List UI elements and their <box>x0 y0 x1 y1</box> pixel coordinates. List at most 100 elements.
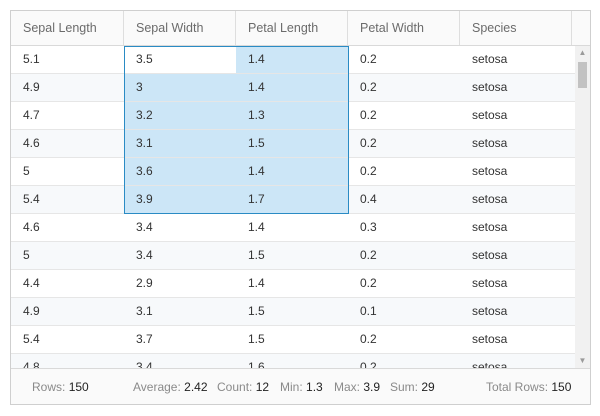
footer-max: Max: 3.9 <box>334 369 381 404</box>
footer-count: Count: 12 <box>217 369 269 404</box>
cell-sepal-length[interactable]: 5.4 <box>23 192 40 206</box>
total-rows-label: Total Rows: <box>486 380 549 394</box>
table-row[interactable]: 4.6 3.4 1.4 0.3 setosa <box>11 214 575 242</box>
cell-species[interactable]: setosa <box>472 192 508 206</box>
cell-petal-length[interactable]: 1.5 <box>248 332 265 346</box>
cell-petal-length[interactable]: 1.4 <box>236 158 348 185</box>
table-row[interactable]: 4.9 3.1 1.5 0.1 setosa <box>11 298 575 326</box>
footer-average: Average: 2.42 <box>133 369 208 404</box>
scrollbar-thumb[interactable] <box>578 62 587 88</box>
data-grid[interactable]: Sepal Length Sepal Width Petal Length Pe… <box>10 10 591 405</box>
sum-value: 29 <box>421 380 435 394</box>
count-label: Count: <box>217 380 253 394</box>
average-label: Average: <box>133 380 181 394</box>
cell-petal-width[interactable]: 0.4 <box>360 192 377 206</box>
table-row[interactable]: 4.7 3.2 1.3 0.2 setosa <box>11 102 575 130</box>
cell-sepal-width[interactable]: 3.1 <box>136 304 153 318</box>
cell-petal-length[interactable]: 1.4 <box>248 276 265 290</box>
cell-species[interactable]: setosa <box>472 276 508 290</box>
cell-petal-width[interactable]: 0.1 <box>360 304 377 318</box>
cell-sepal-length[interactable]: 5.4 <box>23 332 40 346</box>
cell-sepal-width[interactable]: 3.4 <box>136 360 153 368</box>
cell-species[interactable]: setosa <box>472 164 508 178</box>
cell-species[interactable]: setosa <box>472 304 508 318</box>
column-header-petal-width[interactable]: Petal Width <box>348 11 460 45</box>
total-rows-value: 150 <box>551 380 572 394</box>
column-header-sepal-length[interactable]: Sepal Length <box>11 11 124 45</box>
average-value: 2.42 <box>184 380 208 394</box>
table-row[interactable]: 4.9 3 1.4 0.2 setosa <box>11 74 575 102</box>
cell-sepal-length[interactable]: 4.9 <box>23 304 40 318</box>
max-label: Max: <box>334 380 361 394</box>
cell-species[interactable]: setosa <box>472 136 508 150</box>
cell-petal-width[interactable]: 0.2 <box>360 276 377 290</box>
column-header-petal-length[interactable]: Petal Length <box>236 11 348 45</box>
cell-sepal-length[interactable]: 5.1 <box>23 52 40 66</box>
footer-min: Min: 1.3 <box>280 369 323 404</box>
table-row[interactable]: 5 3.6 1.4 0.2 setosa <box>11 158 575 186</box>
column-header-species[interactable]: Species <box>460 11 572 45</box>
cell-sepal-width[interactable]: 3.2 <box>124 102 236 129</box>
grid-header: Sepal Length Sepal Width Petal Length Pe… <box>11 11 590 46</box>
table-row[interactable]: 5.1 3.5 1.4 0.2 setosa <box>11 46 575 74</box>
cell-sepal-width[interactable]: 2.9 <box>136 276 153 290</box>
cell-species[interactable]: setosa <box>472 80 508 94</box>
cell-petal-width[interactable]: 0.2 <box>360 108 377 122</box>
table-row[interactable]: 5 3.4 1.5 0.2 setosa <box>11 242 575 270</box>
cell-sepal-length[interactable]: 5 <box>23 248 30 262</box>
cell-species[interactable]: setosa <box>472 52 508 66</box>
cell-petal-width[interactable]: 0.2 <box>360 80 377 94</box>
cell-species[interactable]: setosa <box>472 220 508 234</box>
cell-species[interactable]: setosa <box>472 108 508 122</box>
table-row[interactable]: 5.4 3.9 1.7 0.4 setosa <box>11 186 575 214</box>
cell-petal-length[interactable]: 1.5 <box>236 130 348 157</box>
cell-sepal-width[interactable]: 3.9 <box>124 186 236 213</box>
cell-species[interactable]: setosa <box>472 360 508 368</box>
grid-body: 5.1 3.5 1.4 0.2 setosa 4.9 3 1.4 0.2 setosa 4.7 3.2… <box>11 46 575 368</box>
cell-petal-width[interactable]: 0.2 <box>360 52 377 66</box>
cell-petal-width[interactable]: 0.2 <box>360 360 377 368</box>
cell-sepal-length[interactable]: 4.6 <box>23 220 40 234</box>
cell-species[interactable]: setosa <box>472 332 508 346</box>
cell-petal-length[interactable]: 1.4 <box>236 74 348 101</box>
table-row[interactable]: 4.4 2.9 1.4 0.2 setosa <box>11 270 575 298</box>
max-value: 3.9 <box>363 380 381 394</box>
cell-sepal-width[interactable]: 3.1 <box>124 130 236 157</box>
table-row[interactable]: 4.8 3.4 1.6 0.2 setosa <box>11 354 575 368</box>
cell-petal-length[interactable]: 1.5 <box>248 248 265 262</box>
cell-sepal-length[interactable]: 4.7 <box>23 108 40 122</box>
cell-sepal-width[interactable]: 3.6 <box>124 158 236 185</box>
cell-petal-length[interactable]: 1.4 <box>248 220 265 234</box>
table-row[interactable]: 4.6 3.1 1.5 0.2 setosa <box>11 130 575 158</box>
cell-petal-length[interactable]: 1.4 <box>236 46 348 73</box>
cell-petal-length[interactable]: 1.5 <box>248 304 265 318</box>
cell-petal-width[interactable]: 0.2 <box>360 248 377 262</box>
cell-petal-length[interactable]: 1.6 <box>248 360 265 368</box>
scroll-up-arrow-icon[interactable]: ▲ <box>578 48 587 57</box>
footer-sum: Sum: 29 <box>390 369 435 404</box>
min-value: 1.3 <box>306 380 323 394</box>
cell-petal-length[interactable]: 1.3 <box>236 102 348 129</box>
column-header-sepal-width[interactable]: Sepal Width <box>124 11 236 45</box>
cell-petal-width[interactable]: 0.2 <box>360 164 377 178</box>
cell-sepal-length[interactable]: 4.9 <box>23 80 40 94</box>
cell-sepal-width[interactable]: 3 <box>124 74 236 101</box>
grid-footer: Rows: 150 Average: 2.42 Count: 12 Min: 1… <box>11 368 590 404</box>
cell-sepal-length[interactable]: 4.8 <box>23 360 40 368</box>
cell-petal-length[interactable]: 1.7 <box>236 186 348 213</box>
scroll-down-arrow-icon[interactable]: ▼ <box>578 356 587 365</box>
cell-species[interactable]: setosa <box>472 248 508 262</box>
cell-sepal-width[interactable]: 3.5 <box>124 46 236 73</box>
cell-sepal-length[interactable]: 4.4 <box>23 276 40 290</box>
cell-sepal-width[interactable]: 3.4 <box>136 220 153 234</box>
cell-sepal-length[interactable]: 4.6 <box>23 136 40 150</box>
table-row[interactable]: 5.4 3.7 1.5 0.2 setosa <box>11 326 575 354</box>
cell-sepal-width[interactable]: 3.7 <box>136 332 153 346</box>
vertical-scrollbar[interactable]: ▲ ▼ <box>575 46 590 368</box>
rows-label: Rows: <box>32 380 66 394</box>
cell-petal-width[interactable]: 0.2 <box>360 136 377 150</box>
cell-sepal-width[interactable]: 3.4 <box>136 248 153 262</box>
cell-petal-width[interactable]: 0.2 <box>360 332 377 346</box>
cell-petal-width[interactable]: 0.3 <box>360 220 377 234</box>
cell-sepal-length[interactable]: 5 <box>23 164 30 178</box>
